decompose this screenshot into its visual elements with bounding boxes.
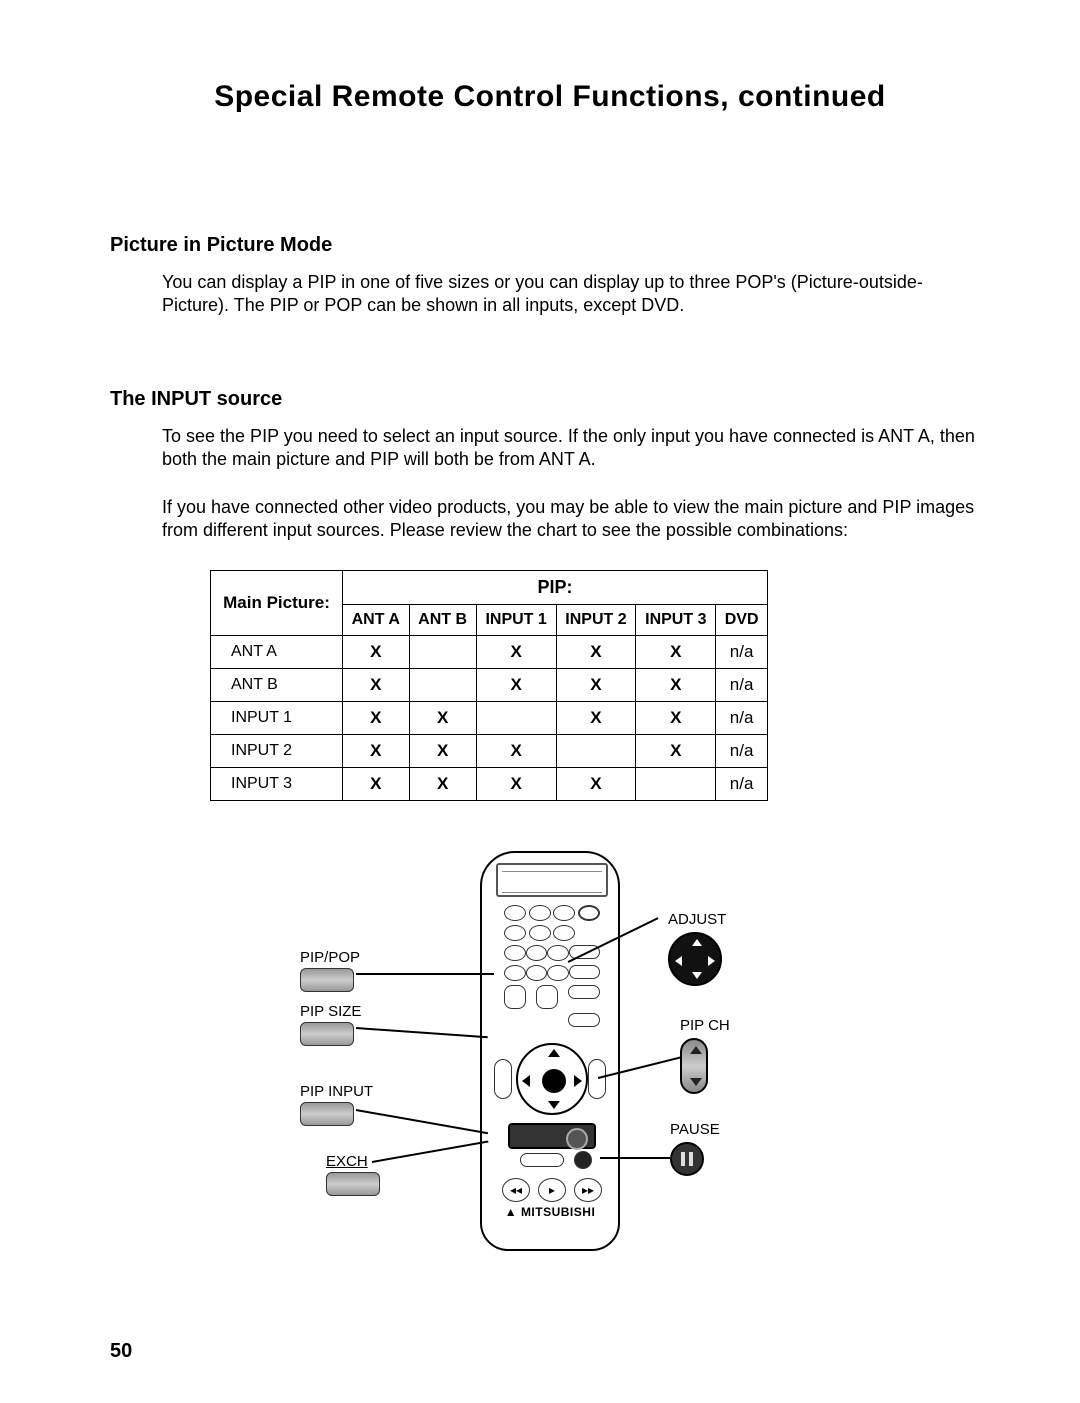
callout-pause: PAUSE xyxy=(670,1121,720,1176)
row-label: ANT B xyxy=(211,669,343,702)
callout-label: PIP SIZE xyxy=(300,1003,361,1020)
rewind-icon: ◂◂ xyxy=(502,1178,530,1202)
callout-button-icon xyxy=(326,1172,380,1196)
cell: n/a xyxy=(716,702,768,735)
remote-diagram: ◂◂ ▸ ▸▸ ▲ MITSUBISHI PIP/POP PIP SIZE PI… xyxy=(300,851,800,1261)
table-row: ANT B X X X X n/a xyxy=(211,669,768,702)
cell: X xyxy=(476,669,556,702)
cell: X xyxy=(409,768,476,801)
table-row: INPUT 3 X X X X n/a xyxy=(211,768,768,801)
page-number: 50 xyxy=(110,1340,132,1363)
callout-line xyxy=(356,1109,488,1134)
cell: X xyxy=(636,669,716,702)
pip-combination-table: Main Picture: PIP: ANT A ANT B INPUT 1 I… xyxy=(210,570,768,801)
section-input-source: The INPUT source To see the PIP you need… xyxy=(110,388,990,543)
callout-label: ADJUST xyxy=(668,911,726,928)
fast-forward-icon: ▸▸ xyxy=(574,1178,602,1202)
para-input-2: If you have connected other video produc… xyxy=(162,496,982,543)
callout-line xyxy=(372,1141,488,1163)
col-hdr: ANT A xyxy=(343,605,410,636)
remote-transport-row: ◂◂ ▸ ▸▸ xyxy=(502,1175,602,1205)
adjust-dpad-icon xyxy=(668,932,722,986)
table-header-main: Main Picture: xyxy=(211,571,343,636)
cell: X xyxy=(343,636,410,669)
remote-round-button xyxy=(574,1151,592,1169)
table-row: INPUT 1 X X X X n/a xyxy=(211,702,768,735)
cell: n/a xyxy=(716,735,768,768)
callout-pip-pop: PIP/POP xyxy=(300,949,360,992)
remote-brand-label: ▲ MITSUBISHI xyxy=(482,1205,618,1219)
cell: X xyxy=(343,735,410,768)
col-hdr: INPUT 2 xyxy=(556,605,636,636)
cell: X xyxy=(476,636,556,669)
callout-adjust: ADJUST xyxy=(668,911,726,986)
remote-pill-button xyxy=(520,1153,564,1167)
cell: X xyxy=(409,702,476,735)
cell xyxy=(636,768,716,801)
remote-side-button-left xyxy=(494,1059,512,1099)
cell: X xyxy=(343,768,410,801)
col-hdr: INPUT 3 xyxy=(636,605,716,636)
callout-pip-ch: PIP CH xyxy=(680,1017,730,1094)
cell: X xyxy=(343,669,410,702)
play-icon: ▸ xyxy=(538,1178,566,1202)
callout-line xyxy=(356,973,494,975)
row-label: INPUT 1 xyxy=(211,702,343,735)
callout-button-icon xyxy=(300,1022,354,1046)
callout-pip-size: PIP SIZE xyxy=(300,1003,361,1046)
row-label: INPUT 2 xyxy=(211,735,343,768)
callout-button-icon xyxy=(300,968,354,992)
callout-label: PAUSE xyxy=(670,1121,720,1138)
callout-label: PIP/POP xyxy=(300,949,360,966)
remote-mid-block xyxy=(508,1123,596,1149)
heading-input-source: The INPUT source xyxy=(110,388,990,411)
callout-button-icon xyxy=(300,1102,354,1126)
page-title: Special Remote Control Functions, contin… xyxy=(110,80,990,114)
cell: n/a xyxy=(716,636,768,669)
table-row: ANT A X X X X n/a xyxy=(211,636,768,669)
callout-line xyxy=(356,1027,488,1038)
col-hdr: INPUT 1 xyxy=(476,605,556,636)
cell: X xyxy=(476,768,556,801)
callout-label: PIP CH xyxy=(680,1017,730,1034)
cell xyxy=(409,669,476,702)
cell: X xyxy=(636,735,716,768)
cell: X xyxy=(556,669,636,702)
cell: X xyxy=(636,702,716,735)
cell: X xyxy=(556,702,636,735)
remote-body: ◂◂ ▸ ▸▸ ▲ MITSUBISHI xyxy=(480,851,620,1251)
cell: n/a xyxy=(716,669,768,702)
cell: X xyxy=(409,735,476,768)
callout-line xyxy=(600,1157,670,1159)
pip-ch-rocker-icon xyxy=(680,1038,708,1094)
cell: X xyxy=(636,636,716,669)
callout-label: PIP INPUT xyxy=(300,1083,373,1100)
col-hdr: ANT B xyxy=(409,605,476,636)
row-label: ANT A xyxy=(211,636,343,669)
para-input-1: To see the PIP you need to select an inp… xyxy=(162,425,982,472)
pause-icon xyxy=(670,1142,704,1176)
section-pip-mode: Picture in Picture Mode You can display … xyxy=(110,234,990,318)
cell: X xyxy=(343,702,410,735)
cell xyxy=(476,702,556,735)
remote-dpad xyxy=(516,1043,588,1115)
table-row: INPUT 2 X X X X n/a xyxy=(211,735,768,768)
row-label: INPUT 3 xyxy=(211,768,343,801)
para-pip-mode: You can display a PIP in one of five siz… xyxy=(162,271,982,318)
col-hdr: DVD xyxy=(716,605,768,636)
cell: n/a xyxy=(716,768,768,801)
cell: X xyxy=(556,768,636,801)
remote-top-panel xyxy=(496,863,608,897)
table-header-pip: PIP: xyxy=(343,571,768,605)
cell: X xyxy=(556,636,636,669)
cell: X xyxy=(476,735,556,768)
callout-exch: EXCH xyxy=(326,1153,380,1196)
cell xyxy=(409,636,476,669)
heading-pip-mode: Picture in Picture Mode xyxy=(110,234,990,257)
remote-button-grid xyxy=(504,905,600,1041)
remote-side-button-right xyxy=(588,1059,606,1099)
cell xyxy=(556,735,636,768)
callout-pip-input: PIP INPUT xyxy=(300,1083,373,1126)
